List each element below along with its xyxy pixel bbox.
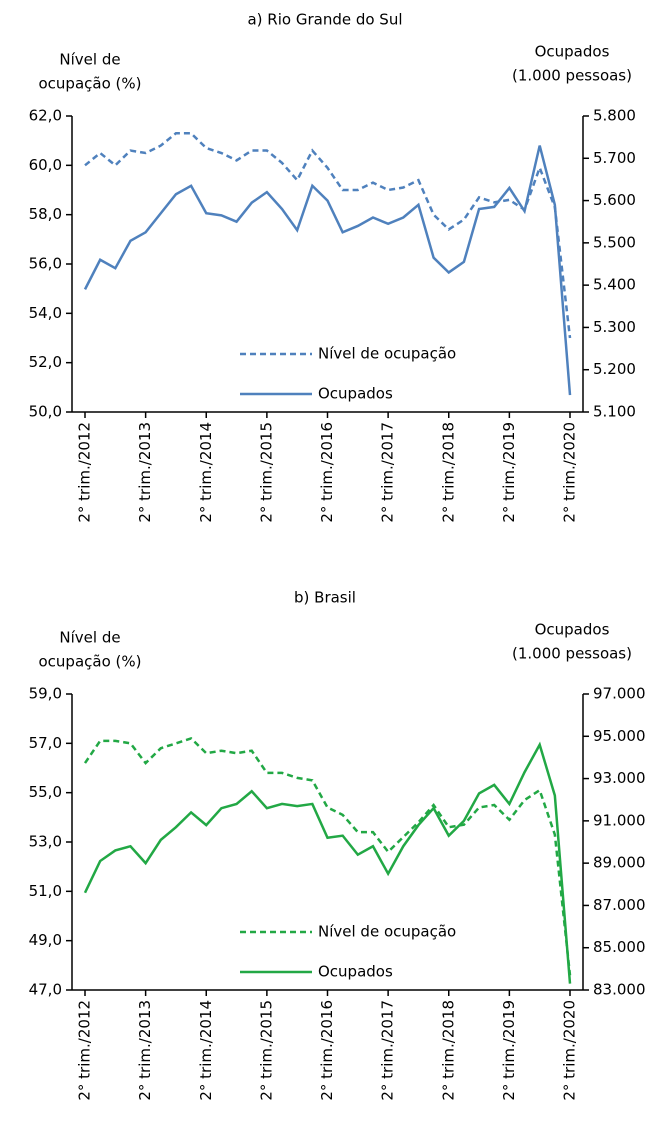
y2-axis-label: Ocupados <box>535 621 610 639</box>
y2-tick-label: 93.000 <box>593 769 646 787</box>
y2-tick-label: 5.100 <box>593 403 636 421</box>
series-line <box>83 741 572 984</box>
y2-tick-label: 95.000 <box>593 727 646 745</box>
x-tick-label: 2° trim./2018 <box>439 1000 457 1101</box>
y2-tick-label: 5.600 <box>593 191 636 209</box>
x-tick-label: 2° trim./2015 <box>257 1000 275 1101</box>
x-tick-label: 2° trim./2013 <box>136 1000 154 1101</box>
y-tick-label: 55,0 <box>29 783 62 801</box>
x-tick-label: 2° trim./2019 <box>500 1000 518 1101</box>
y-axis-label: ocupação (%) <box>39 653 142 671</box>
legend-label: Nível de ocupação <box>318 923 456 941</box>
y-tick-label: 51,0 <box>29 882 62 900</box>
x-tick-label: 2° trim./2012 <box>76 1000 94 1101</box>
y-tick-label: 47,0 <box>29 981 62 999</box>
legend-label: Ocupados <box>318 963 393 981</box>
y2-tick-label: 5.800 <box>593 107 636 125</box>
x-tick-label: 2° trim./2019 <box>500 422 518 523</box>
y2-tick-label: 85.000 <box>593 938 646 956</box>
chart-title: b) Brasil <box>294 589 356 607</box>
y2-tick-label: 97.000 <box>593 685 646 703</box>
x-tick-label: 2° trim./2012 <box>76 422 94 523</box>
x-tick-label: 2° trim./2014 <box>197 422 215 523</box>
y-tick-label: 59,0 <box>29 685 62 703</box>
y-tick-label: 58,0 <box>29 205 62 223</box>
y-tick-label: 56,0 <box>29 255 62 273</box>
y-axis-label: Nível de <box>59 629 120 647</box>
chart-title: a) Rio Grande do Sul <box>247 11 402 29</box>
y2-axis-label: (1.000 pessoas) <box>512 645 632 663</box>
y2-tick-label: 87.000 <box>593 896 646 914</box>
y2-tick-label: 91.000 <box>593 811 646 829</box>
legend-label: Ocupados <box>318 385 393 403</box>
y-tick-label: 54,0 <box>29 304 62 322</box>
y2-axis-label: Ocupados <box>535 43 610 61</box>
y-tick-label: 53,0 <box>29 833 62 851</box>
x-tick-label: 2° trim./2020 <box>561 1000 579 1101</box>
y-tick-label: 62,0 <box>29 107 62 125</box>
x-tick-label: 2° trim./2017 <box>379 422 397 523</box>
y2-tick-label: 5.700 <box>593 149 636 167</box>
y2-axis-label: (1.000 pessoas) <box>512 67 632 85</box>
series-line <box>83 145 572 396</box>
y-tick-label: 49,0 <box>29 931 62 949</box>
y2-tick-label: 89.000 <box>593 854 646 872</box>
x-tick-label: 2° trim./2014 <box>197 1000 215 1101</box>
x-tick-label: 2° trim./2013 <box>136 422 154 523</box>
x-tick-label: 2° trim./2020 <box>561 422 579 523</box>
y-axis-label: Nível de <box>59 51 120 69</box>
x-tick-label: 2° trim./2016 <box>318 1000 336 1101</box>
x-tick-label: 2° trim./2018 <box>439 422 457 523</box>
y2-tick-label: 83.000 <box>593 981 646 999</box>
series-line <box>84 132 572 339</box>
y2-tick-label: 5.500 <box>593 233 636 251</box>
y2-tick-label: 5.200 <box>593 360 636 378</box>
x-tick-label: 2° trim./2017 <box>379 1000 397 1101</box>
y2-tick-label: 5.300 <box>593 318 636 336</box>
x-tick-label: 2° trim./2016 <box>318 422 336 523</box>
y-tick-label: 50,0 <box>29 403 62 421</box>
y-axis-label: ocupação (%) <box>39 75 142 93</box>
legend-label: Nível de ocupação <box>318 345 456 363</box>
x-tick-label: 2° trim./2015 <box>257 422 275 523</box>
y-tick-label: 57,0 <box>29 734 62 752</box>
y2-tick-label: 5.400 <box>593 276 636 294</box>
y-tick-label: 60,0 <box>29 156 62 174</box>
y-tick-label: 52,0 <box>29 353 62 371</box>
